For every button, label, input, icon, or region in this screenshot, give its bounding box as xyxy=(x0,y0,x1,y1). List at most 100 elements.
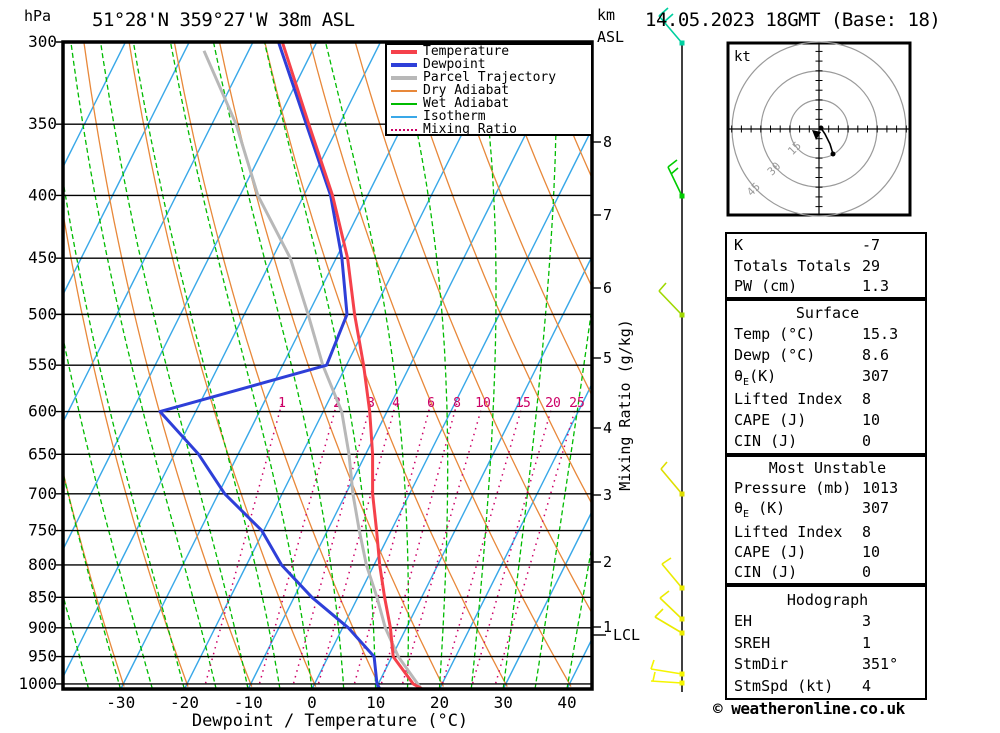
dry-adiabat-line xyxy=(63,209,189,687)
pressure-tick-label: 650 xyxy=(28,444,57,463)
stat-label: K xyxy=(734,236,744,255)
wind-barb-shaft xyxy=(660,468,683,495)
pressure-tick-label: 750 xyxy=(28,521,57,540)
wind-barb xyxy=(667,159,685,199)
temperature-curve xyxy=(280,42,424,689)
mixing-ratio-line xyxy=(316,402,397,689)
page-title: 51°28'N 359°27'W 38m ASL xyxy=(92,9,355,31)
wind-barb-station-dot xyxy=(679,585,685,591)
stat-label: EH xyxy=(734,612,753,630)
wind-barb-tick xyxy=(667,159,678,168)
mixing-ratio-value: 20 xyxy=(545,396,561,411)
stat-table: Surface Temp (°C) 15.3 Dewp (°C) 8.6 θE(K) 307… xyxy=(725,299,927,455)
stat-value: 0 xyxy=(862,432,872,451)
wind-barb xyxy=(658,282,685,318)
legend-label: Isotherm xyxy=(423,109,486,124)
hodograph-unit-label: kt xyxy=(734,49,751,65)
pressure-tick-label: 550 xyxy=(28,355,57,374)
km-tick-label: 7 xyxy=(603,206,612,224)
stat-value: 307 xyxy=(862,366,890,385)
wind-barb-tick xyxy=(652,671,656,682)
temp-tick-label: 20 xyxy=(430,693,449,712)
pressure-tick-label: 450 xyxy=(28,248,57,267)
dry-adiabat-line xyxy=(218,42,444,687)
mixing-ratio-value: 3 xyxy=(367,396,375,411)
dry-adiabat-line xyxy=(309,42,572,687)
stat-table-row: θE(K) 307 xyxy=(734,367,921,388)
legend-swatch-thin xyxy=(391,115,417,118)
stat-value: 1 xyxy=(862,633,872,652)
stat-table-header: Most Unstable xyxy=(768,459,887,478)
wind-barb xyxy=(661,557,685,591)
dry-adiabat-line xyxy=(173,42,381,687)
km-label: km xyxy=(597,6,616,24)
copyright: © weatheronline.co.uk xyxy=(713,699,905,718)
stat-table-row: CIN (J) 0 xyxy=(734,432,921,450)
km-tick-label: 6 xyxy=(603,279,612,297)
pressure-unit-label: hPa xyxy=(24,7,52,25)
stat-label: Pressure (mb) xyxy=(734,479,852,498)
pressure-tick-label: 600 xyxy=(28,402,57,421)
wind-barb xyxy=(650,671,685,686)
wind-barb-shaft xyxy=(658,15,683,44)
legend-item: Wet Adiabat xyxy=(389,97,589,110)
isotherm-line xyxy=(438,382,592,689)
km-tick-label: 3 xyxy=(603,486,612,504)
dry-adiabat-line xyxy=(444,42,592,397)
km-tick-label: 8 xyxy=(603,133,612,151)
stat-value: 10 xyxy=(862,411,881,430)
legend-swatch-thick xyxy=(391,62,417,67)
stat-value: 3 xyxy=(862,612,872,630)
stat-table-row: CIN (J) 0 xyxy=(734,563,921,581)
legend-swatch-thin xyxy=(391,89,417,92)
stat-value: 8 xyxy=(862,522,872,541)
wind-barb xyxy=(659,590,685,622)
wind-barb-tick xyxy=(650,659,655,670)
wind-barb-tick xyxy=(658,7,669,17)
temp-tick-label: 0 xyxy=(307,693,317,712)
mixing-ratio-line xyxy=(470,402,554,689)
asl-label: ASL xyxy=(597,28,625,46)
km-tick-label: 5 xyxy=(603,349,612,367)
stat-label: Lifted Index xyxy=(734,390,843,409)
stat-label: SREH xyxy=(734,633,771,652)
mixing-ratio-value: 25 xyxy=(569,396,585,411)
stat-table-row: SREH 1 xyxy=(734,634,921,652)
wind-barb xyxy=(650,659,685,677)
stat-value: 8 xyxy=(862,390,872,409)
mixing-ratio-line xyxy=(291,402,372,689)
wind-barb-station-dot xyxy=(679,40,685,46)
legend-item: Dewpoint xyxy=(389,58,589,71)
wind-barb-tick xyxy=(670,167,679,175)
stat-table-row: StmSpd (kt) 4 xyxy=(734,677,921,695)
stat-label: StmSpd (kt) xyxy=(734,676,834,695)
temp-tick-label: -20 xyxy=(170,693,199,712)
temp-tick-label: -10 xyxy=(234,693,263,712)
legend-swatch-thin xyxy=(391,102,417,105)
pressure-tick-label: 300 xyxy=(28,32,57,51)
wind-barb-tick xyxy=(654,608,664,618)
stat-label: θE (K) xyxy=(734,499,786,521)
stat-table-row: Lifted Index 8 xyxy=(734,390,921,408)
stat-value: 15.3 xyxy=(862,324,899,343)
wind-barb-station-dot xyxy=(679,630,685,636)
temp-tick-label: 30 xyxy=(494,693,513,712)
stat-table-row: Pressure (mb) 1013 xyxy=(734,479,921,497)
wind-barb-shaft xyxy=(650,668,683,675)
stat-table-row: Dewp (°C) 8.6 xyxy=(734,346,921,364)
stat-label: CAPE (J) xyxy=(734,542,807,561)
stat-value: 4 xyxy=(862,676,872,695)
stat-value: 351° xyxy=(862,655,899,673)
legend-item: Dry Adiabat xyxy=(389,84,589,97)
stat-label: Totals Totals xyxy=(734,256,852,275)
wind-barb-tick xyxy=(659,590,670,599)
pressure-gridlines xyxy=(56,41,592,685)
wind-barb-tick xyxy=(658,282,667,292)
mixing-ratio-value: 10 xyxy=(475,396,491,411)
stat-value: -7 xyxy=(862,236,881,255)
date-title: 14.05.2023 18GMT (Base: 18) xyxy=(645,9,941,31)
hodograph-trace-end-dot xyxy=(830,151,836,157)
stat-label: Lifted Index xyxy=(734,522,843,541)
